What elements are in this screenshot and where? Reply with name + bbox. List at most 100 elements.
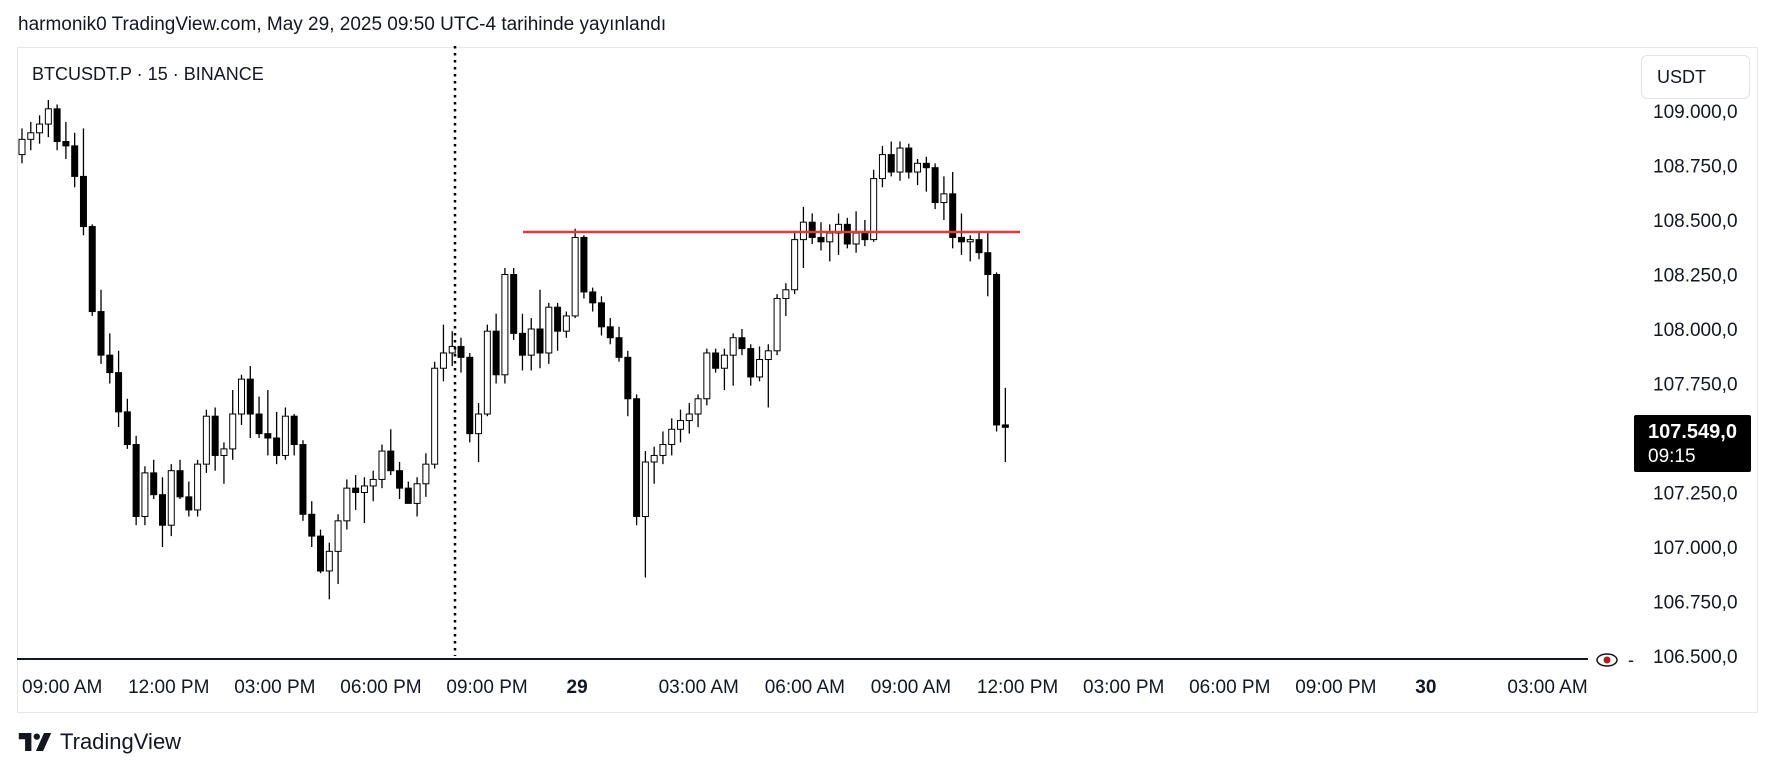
candle-body-bear — [352, 487, 360, 494]
symbol-legend[interactable]: BTCUSDT.P · 15 · BINANCE — [32, 64, 264, 84]
candle — [492, 313, 500, 384]
candle — [281, 407, 289, 460]
candle — [554, 302, 562, 351]
candle-body-bull — [782, 289, 790, 299]
candle-body-bear — [176, 470, 184, 498]
candle-body-bull — [571, 236, 579, 317]
candle-body-bear — [922, 162, 930, 169]
candle — [896, 141, 904, 181]
candle — [685, 403, 693, 434]
candle — [404, 481, 412, 504]
candle-body-bear — [97, 311, 105, 356]
candle-body-bear — [290, 415, 298, 446]
candle-body-bull — [940, 193, 948, 204]
candle-body-bear — [396, 470, 404, 489]
candle-body-bull — [562, 315, 570, 332]
candle — [993, 272, 1001, 432]
candle-body-bear — [466, 356, 474, 435]
candle — [317, 529, 325, 574]
candle — [764, 344, 772, 408]
candle — [396, 461, 404, 500]
candle — [606, 318, 614, 345]
eye-icon[interactable] — [1596, 653, 1618, 667]
candle — [88, 224, 96, 316]
price-tick-label: 108.250,0 — [1653, 266, 1738, 287]
candle-body-bear — [589, 291, 597, 304]
candle-body-bear — [738, 337, 746, 350]
candle — [562, 311, 570, 338]
candles-group — [18, 100, 1009, 600]
time-tick-label: 06:00 AM — [765, 677, 845, 698]
candle-body-bull — [18, 138, 26, 156]
candle-body-bear — [185, 496, 193, 511]
candle — [290, 414, 298, 456]
candle-body-bull — [27, 132, 35, 140]
candle-body-bear — [993, 274, 1001, 426]
candle-body-bull — [483, 330, 491, 415]
time-tick-label: 03:00 PM — [1083, 677, 1164, 698]
candle-body-bull — [659, 444, 667, 456]
candle — [273, 411, 281, 465]
candle — [97, 289, 105, 364]
candle — [949, 172, 957, 249]
candle-body-bull — [167, 470, 175, 526]
candle-body-bull — [668, 428, 676, 446]
candle — [870, 169, 878, 242]
candle-body-bull — [914, 162, 922, 173]
candle — [518, 313, 526, 371]
candle-body-bull — [966, 239, 974, 243]
candle-body-bear — [387, 450, 395, 472]
candle-body-bull — [791, 239, 799, 291]
candle-body-bull — [413, 483, 421, 504]
candle — [1001, 387, 1009, 462]
price-axis: 109.000,0 108.750,0 108.500,0 108.250,0 108.… — [1653, 102, 1738, 668]
candle — [791, 230, 799, 295]
candle-body-bear — [53, 108, 61, 143]
candle-body-bull — [334, 520, 342, 552]
candle — [27, 121, 35, 151]
candle — [334, 514, 342, 585]
candle-body-bull — [878, 154, 886, 180]
candle — [387, 429, 395, 476]
candle — [220, 442, 228, 484]
candle — [712, 348, 720, 373]
candle-body-bull — [369, 478, 377, 487]
candle-body-bear — [255, 413, 263, 435]
candle — [677, 409, 684, 443]
candle — [475, 403, 483, 462]
candle — [308, 501, 316, 547]
eye-dash: - — [1628, 650, 1634, 670]
candle-body-bull — [44, 108, 52, 125]
tradingview-logo[interactable]: TradingView — [18, 729, 181, 755]
candle — [167, 464, 175, 537]
candle-body-bull — [896, 147, 904, 173]
candle-body-bull — [729, 337, 737, 356]
candle — [44, 100, 52, 138]
candle — [747, 344, 755, 386]
price-tick-label: 108.000,0 — [1653, 320, 1738, 341]
candle — [887, 141, 895, 177]
candle-body-bull — [141, 472, 149, 517]
candle-body-bull — [36, 123, 44, 134]
candle — [238, 374, 245, 425]
candle-body-bear — [843, 223, 851, 245]
candle — [694, 394, 702, 428]
candle-body-bear — [747, 348, 755, 378]
candle-body-bull — [194, 463, 202, 511]
time-tick-label: 03:00 AM — [659, 677, 739, 698]
candle-body-bull — [325, 550, 333, 572]
candle — [457, 337, 465, 373]
candle — [782, 283, 790, 316]
candle-body-bear — [62, 141, 70, 147]
candle — [325, 542, 333, 600]
candle — [773, 294, 781, 356]
time-tick-label: 03:00 PM — [234, 677, 315, 698]
currency-button[interactable]: USDT — [1641, 55, 1750, 99]
candle — [176, 459, 184, 500]
candle — [545, 302, 553, 364]
candle — [905, 143, 913, 179]
candle — [62, 121, 70, 159]
candle-body-bear — [115, 372, 123, 413]
time-tick-label: 29 — [567, 677, 588, 698]
